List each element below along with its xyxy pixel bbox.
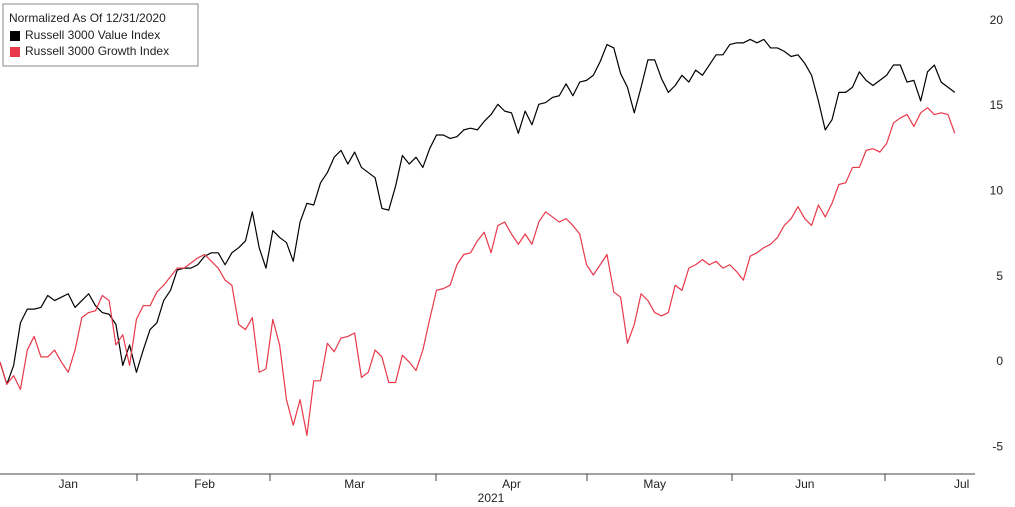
y-tick-label: -5	[992, 440, 1003, 454]
x-tick-label: Jun	[795, 477, 814, 491]
x-tick-label: Apr	[502, 477, 521, 491]
legend-box	[2, 3, 199, 67]
legend-swatch	[10, 47, 20, 57]
series-line	[0, 107, 956, 437]
x-tick-label: Mar	[344, 477, 365, 491]
y-tick-label: 5	[996, 269, 1003, 283]
series-line	[0, 38, 956, 385]
x-axis-label: 2021	[478, 491, 505, 505]
y-tick-label: 0	[996, 354, 1003, 368]
legend-swatch	[10, 31, 20, 41]
x-tick-label: Feb	[194, 477, 215, 491]
x-tick-label: May	[643, 477, 666, 491]
month-separators	[136, 474, 886, 481]
legend-label: Russell 3000 Value Index	[25, 28, 160, 42]
y-tick-label: 10	[990, 184, 1004, 198]
y-tick-label: 20	[990, 13, 1004, 27]
legend-label: Russell 3000 Growth Index	[25, 44, 169, 58]
y-tick-label: 15	[990, 98, 1004, 112]
x-tick-label: Jan	[59, 477, 78, 491]
legend-title: Normalized As Of 12/31/2020	[9, 11, 166, 25]
x-tick-label: Jul	[954, 477, 969, 491]
